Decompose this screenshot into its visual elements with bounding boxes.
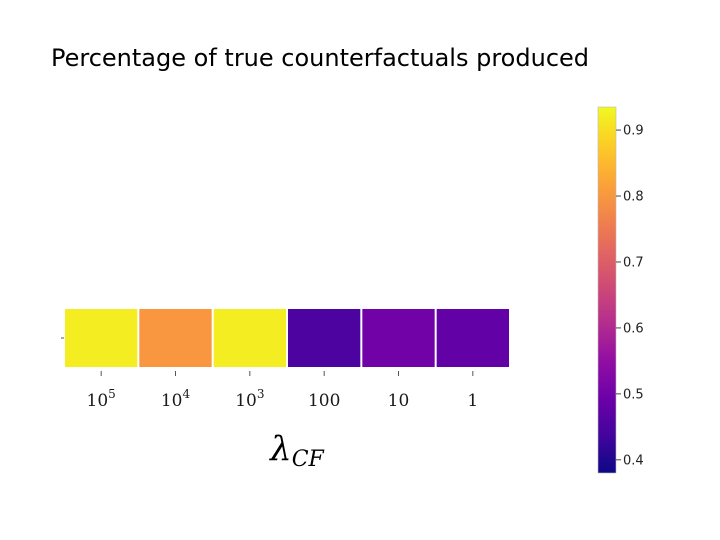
x-tick-label-1: 104	[161, 387, 191, 411]
colorbar-gradient	[598, 107, 616, 473]
heatmap-cell-5	[436, 309, 509, 367]
heatmap-cell-1	[139, 309, 212, 367]
x-axis-label: λCF	[268, 429, 324, 472]
x-tick-label-2: 103	[235, 387, 264, 411]
colorbar-tick-label-2: 0.6	[623, 321, 644, 336]
colorbar-tick-label-4: 0.8	[623, 190, 644, 205]
colorbar-tick-label-3: 0.7	[623, 255, 644, 270]
heatmap-cell-2	[213, 309, 286, 367]
heatmap-cells	[61, 309, 509, 367]
colorbar: 0.4 0.5 0.6 0.7 0.8 0.9	[597, 106, 644, 474]
heatmap-cell-4	[362, 309, 435, 367]
x-tick-label-5: 1	[467, 391, 478, 411]
chart-title: Percentage of true counterfactuals produ…	[51, 44, 590, 72]
colorbar-tick-label-0: 0.4	[623, 453, 644, 468]
x-tick-label-4: 10	[388, 391, 410, 411]
x-tick-label-3: 100	[308, 391, 340, 411]
x-tick-label-0: 105	[87, 387, 116, 411]
x-axis-label-group: λCF	[268, 429, 324, 472]
colorbar-tick-label-5: 0.9	[623, 124, 644, 139]
heatmap-cell-0	[65, 309, 138, 367]
heatmap-cell-3	[288, 309, 361, 367]
colorbar-tick-label-1: 0.5	[623, 387, 644, 402]
colorbar-frame	[597, 106, 617, 474]
x-axis-ticks: 105 104 103 100 10 1	[87, 371, 478, 411]
